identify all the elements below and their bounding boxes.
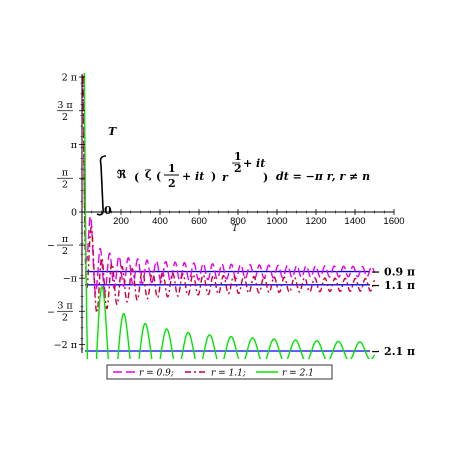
series-line <box>83 73 376 359</box>
formula-rhs: dt = −π r, r ≠ n <box>276 170 370 183</box>
x-tick-label: 1600 <box>383 216 404 227</box>
zeta-symbol: ζ <box>145 168 152 181</box>
y-tick-numerator: 3 π <box>57 300 72 311</box>
series-line <box>82 73 376 294</box>
x-tick-label: 1400 <box>344 216 365 227</box>
y-tick-numerator: π <box>62 234 68 245</box>
reference-label: − 1.1 π <box>371 279 415 292</box>
half-denominator: 2 <box>168 177 176 190</box>
y-tick-denominator: 2 <box>62 246 68 257</box>
y-tick-numerator: π <box>62 167 68 178</box>
half-numerator: 1 <box>168 162 176 175</box>
r-base: r <box>222 171 229 184</box>
integral-upper-limit: T <box>108 125 117 138</box>
plus-it: + it <box>182 170 204 183</box>
outer-left-paren: ( <box>134 171 139 184</box>
y-tick-denominator: 2 <box>62 112 68 123</box>
legend-label: r = 2.1 <box>282 369 314 379</box>
y-tick-denominator: 2 <box>62 312 68 323</box>
x-tick-label: 400 <box>152 216 168 227</box>
exponent-plus-it: + it <box>243 157 265 170</box>
integral-lower-limit: 0 <box>104 204 112 217</box>
y-tick-minus: − <box>47 241 55 252</box>
series-layer <box>82 73 376 359</box>
y-tick-denominator: 2 <box>62 179 68 190</box>
inner-left-paren: ( <box>156 170 161 183</box>
y-tick-label: −2 π <box>54 340 77 351</box>
y-tick-label: π <box>71 140 77 151</box>
legend-label: r = 1.1; <box>211 369 246 379</box>
outer-right-paren: ) <box>263 171 268 184</box>
y-tick-label: −π <box>63 274 77 285</box>
x-tick-label: 200 <box>113 216 129 227</box>
x-tick-label: 1000 <box>266 216 287 227</box>
reference-label: − 0.9 π <box>371 266 415 279</box>
exponent-numerator: 1 <box>234 150 242 163</box>
exponent-denominator: 2 <box>234 162 242 175</box>
inner-right-paren: ) <box>211 170 216 183</box>
x-tick-label: 800 <box>230 216 246 227</box>
legend: r = 0.9; r = 1.1; r = 2.1 <box>106 364 333 380</box>
real-part-symbol: ℜ <box>117 168 127 181</box>
legend-label: r = 0.9; <box>139 369 174 379</box>
y-tick-numerator: 3 π <box>57 100 72 111</box>
x-tick-label: 600 <box>191 216 207 227</box>
series-line <box>82 73 376 314</box>
y-tick-label: 0 <box>71 208 77 219</box>
reference-label: − 2.1 π <box>371 345 415 358</box>
x-tick-label: 1200 <box>305 216 326 227</box>
reference-labels: − 0.9 π− 1.1 π − 2.1 π <box>371 266 415 358</box>
x-axis-title: T <box>232 224 239 234</box>
y-tick-minus: − <box>47 307 55 318</box>
formula-annotation: T 0 ℜ ( ζ ( 1 2 + it ) r 1 2 + it ) dt =… <box>96 125 370 217</box>
legend-box <box>106 364 333 380</box>
y-tick-label: 2 π <box>62 73 77 84</box>
